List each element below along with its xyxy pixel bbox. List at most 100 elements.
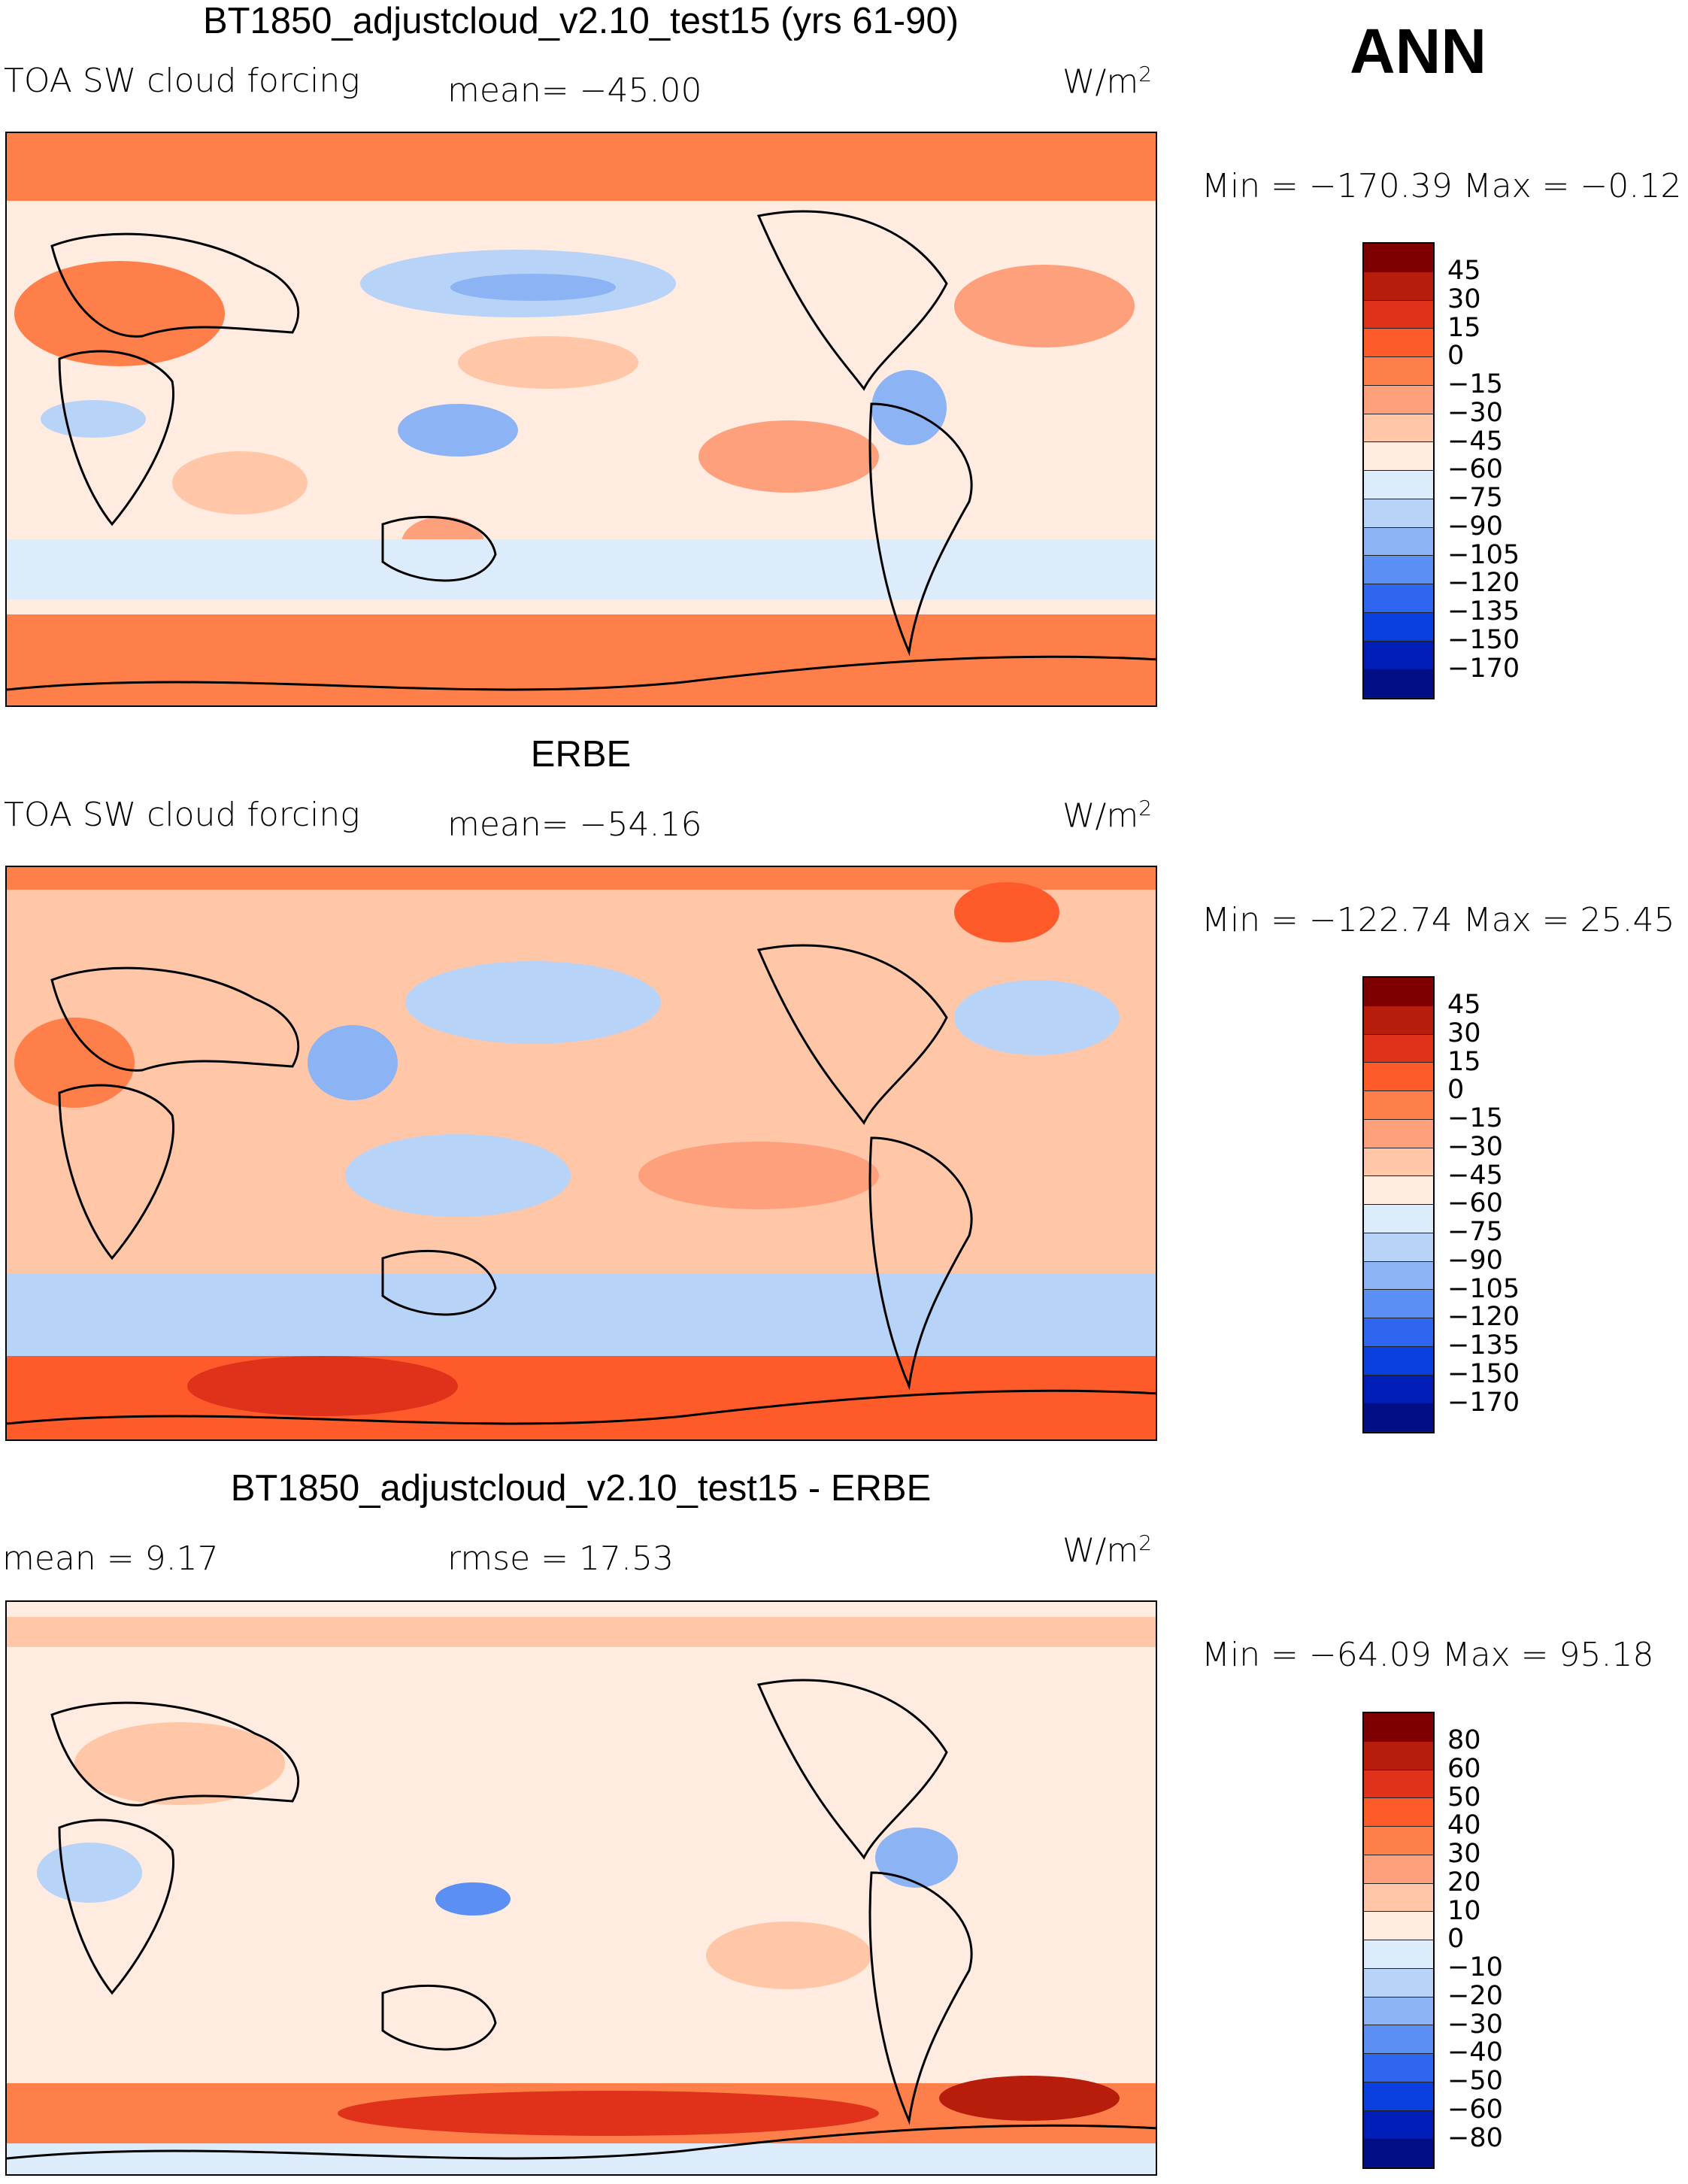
colorbar-swatch — [1364, 584, 1433, 613]
colorbar-swatch — [1364, 2054, 1433, 2082]
colorbar-swatch — [1364, 1318, 1433, 1347]
panel2-australia-coast — [381, 1249, 497, 1316]
colorbar-tick-label: −105 — [1447, 539, 1520, 570]
panel3-north-band — [7, 1617, 1156, 1647]
colorbar-swatch — [1364, 1119, 1433, 1148]
colorbar-tick-label: −50 — [1447, 2066, 1503, 2096]
colorbar-tick-label: −90 — [1447, 511, 1503, 541]
colorbar-tick-label: −30 — [1447, 397, 1503, 428]
panel1-map — [5, 132, 1157, 707]
panel3-rmse: rmse = 17.53 — [447, 1539, 674, 1578]
panel3-australia-coast — [381, 1984, 497, 2051]
colorbar-tick-label: 40 — [1447, 1810, 1481, 1841]
panel1-eurasia-coast — [50, 232, 300, 338]
colorbar-tick-label: −40 — [1447, 2037, 1503, 2068]
colorbar-swatch — [1364, 1883, 1433, 1913]
panel3-southern-max — [939, 2076, 1120, 2121]
panel3-namerica-coast — [756, 1679, 948, 1860]
panel3-map-background — [7, 1602, 1156, 2174]
colorbar-tick-label: −80 — [1447, 2122, 1503, 2153]
colorbar-tick-label: 50 — [1447, 1782, 1481, 1812]
colorbar-swatch — [1364, 527, 1433, 557]
panel3-asia-red — [74, 1722, 285, 1805]
panel1-map-background — [7, 133, 1156, 705]
colorbar-swatch — [1364, 385, 1433, 414]
panel1-sindian — [172, 451, 308, 514]
colorbar-tick-label: −30 — [1447, 2009, 1503, 2040]
panel1-africa-blue — [41, 400, 146, 438]
panel3-africa-blue — [37, 1843, 142, 1903]
panel3-africa-coast — [58, 1818, 174, 1995]
colorbar-swatch — [1364, 1063, 1433, 1091]
panel3-samerica-coast — [868, 1871, 973, 2125]
colorbar-tick-label: 80 — [1447, 1725, 1481, 1755]
panel2-minmax: Min = −122.74 Max = 25.45 — [1202, 901, 1675, 939]
colorbar-swatch — [1364, 1827, 1433, 1855]
colorbar-swatch — [1364, 978, 1433, 1006]
colorbar-tick-label: −60 — [1447, 2094, 1503, 2125]
colorbar-swatch — [1364, 1940, 1433, 1969]
panel2-antarctic-core — [187, 1356, 458, 1416]
colorbar-swatch — [1364, 499, 1433, 528]
panel1-mean: mean= −45.00 — [447, 71, 702, 110]
colorbar-swatch — [1364, 471, 1433, 499]
colorbar-tick-label: −10 — [1447, 1952, 1503, 1982]
colorbar-swatch — [1364, 1261, 1433, 1291]
panel1-units: W/m2 — [1062, 62, 1153, 102]
colorbar-tick-label: −120 — [1447, 568, 1520, 599]
colorbar-tick-label: −150 — [1447, 1358, 1520, 1389]
colorbar-swatch — [1364, 329, 1433, 357]
panel1-amazon-blue — [871, 370, 947, 445]
panel3-sepacific-red — [706, 1922, 871, 1989]
colorbar-tick-label: −45 — [1447, 1160, 1503, 1191]
colorbar-tick-label: −135 — [1447, 1330, 1520, 1360]
colorbar-swatch — [1364, 1741, 1433, 1770]
colorbar-tick-label: −60 — [1447, 454, 1503, 485]
panel1-colorbar — [1362, 242, 1435, 699]
panel1-africa-coast — [58, 350, 174, 526]
panel2-namerica-coast — [756, 944, 948, 1125]
colorbar-swatch — [1364, 244, 1433, 272]
colorbar-swatch — [1364, 1770, 1433, 1799]
colorbar-tick-label: −30 — [1447, 1131, 1503, 1162]
colorbar-tick-label: −120 — [1447, 1302, 1520, 1333]
panel1-natlantic — [954, 265, 1135, 347]
colorbar-tick-label: −20 — [1447, 1980, 1503, 2011]
colorbar-swatch — [1364, 414, 1433, 443]
panel1-title: BT1850_adjustcloud_v2.10_test15 (yrs 61-… — [202, 1, 959, 41]
colorbar-tick-label: −105 — [1447, 1273, 1520, 1304]
panel2-sepacific-red — [638, 1142, 879, 1209]
colorbar-tick-label: −150 — [1447, 624, 1520, 655]
colorbar-swatch — [1364, 1091, 1433, 1120]
panel3-colorbar — [1362, 1712, 1435, 2169]
colorbar-swatch — [1364, 1034, 1433, 1063]
panel2-map — [5, 866, 1157, 1441]
colorbar-swatch — [1364, 1176, 1433, 1205]
panel2-antarctic-band — [7, 1356, 1156, 1439]
colorbar-swatch — [1364, 442, 1433, 471]
season-label: ANN — [1350, 16, 1486, 86]
colorbar-swatch — [1364, 2025, 1433, 2054]
colorbar-swatch — [1364, 2110, 1433, 2140]
panel2-units: W/m2 — [1062, 796, 1153, 836]
colorbar-swatch — [1364, 669, 1433, 698]
panel3-mean: mean = 9.17 — [2, 1539, 219, 1578]
panel1-antarctic-band — [7, 614, 1156, 705]
colorbar-tick-label: 30 — [1447, 284, 1481, 314]
panel3-minmax: Min = −64.09 Max = 95.18 — [1202, 1636, 1654, 1674]
colorbar-swatch — [1364, 1290, 1433, 1318]
colorbar-swatch — [1364, 1968, 1433, 1997]
colorbar-tick-label: 0 — [1447, 1075, 1465, 1106]
colorbar-tick-label: 15 — [1447, 1046, 1481, 1077]
panel2-eurasia-coast — [50, 966, 300, 1072]
panel2-africa-coast — [58, 1084, 174, 1260]
colorbar-swatch — [1364, 641, 1433, 670]
colorbar-tick-label: 0 — [1447, 341, 1465, 372]
panel2-samerica-coast — [868, 1136, 973, 1391]
panel2-variable: TOA SW cloud forcing — [4, 796, 360, 834]
colorbar-swatch — [1364, 1346, 1433, 1376]
panel1-npacific-core — [450, 274, 616, 301]
panel2-npacific-blue — [405, 961, 661, 1044]
colorbar-tick-label: 30 — [1447, 1018, 1481, 1048]
colorbar-tick-label: −15 — [1447, 369, 1503, 399]
